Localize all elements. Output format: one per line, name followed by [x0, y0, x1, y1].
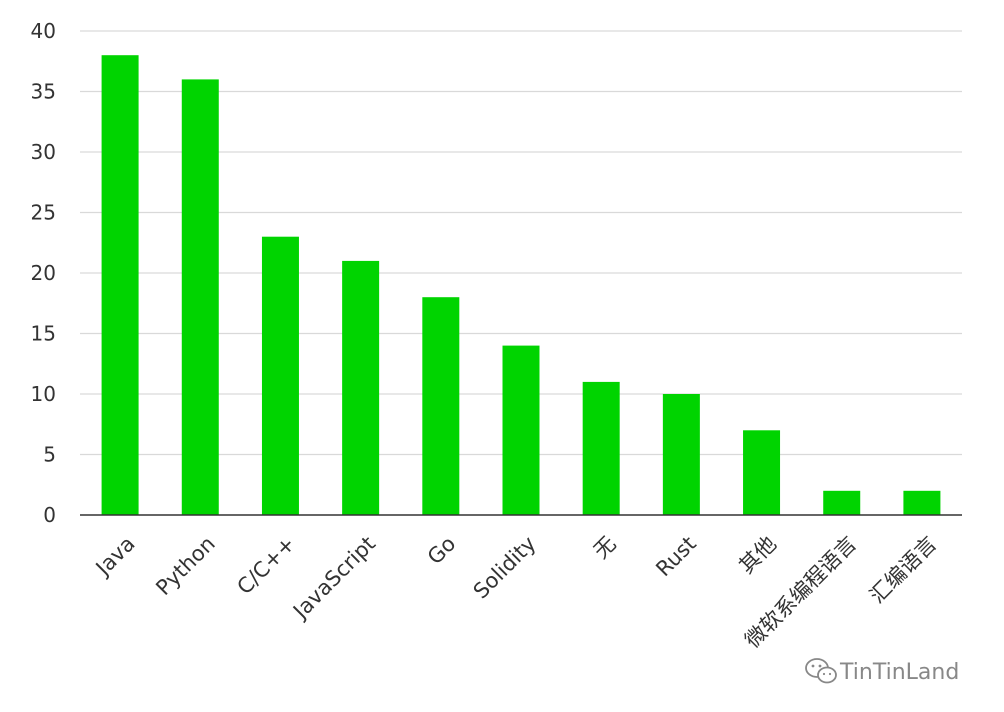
bar-5 [422, 297, 460, 515]
x-tick-label: 无 [589, 532, 621, 564]
y-tick-label: 40 [31, 19, 56, 43]
x-tick-label: Solidity [469, 532, 541, 604]
x-tick-label: Go [423, 532, 461, 570]
x-axis-labels: Java Python C/C++JavaScript Go Solidity 无 Rust… [90, 532, 942, 653]
y-tick-label: 10 [31, 382, 56, 406]
watermark-text: TinTinLand [839, 660, 959, 685]
watermark: TinTinLand [805, 658, 959, 685]
bar-7 [582, 381, 620, 515]
y-tick-label: 25 [31, 201, 56, 225]
y-tick-label: 0 [43, 503, 56, 527]
bar-2 [181, 79, 219, 516]
x-tick-label: C/C++ [232, 532, 300, 600]
y-tick-label: 30 [31, 140, 56, 164]
x-tick-label: JavaScript [287, 532, 380, 625]
bar-11 [903, 490, 941, 515]
bar-6 [502, 345, 540, 515]
y-tick-label: 35 [31, 80, 56, 104]
x-tick-label: Java [90, 532, 140, 582]
bar-10 [823, 490, 861, 515]
bar-8 [662, 394, 700, 515]
y-axis-ticks: 0 5 10 15 20 25 30 35 40 [31, 19, 56, 527]
x-tick-label: Rust [651, 532, 701, 582]
bar-4 [342, 260, 380, 515]
x-tick-label: 其他 [734, 532, 781, 579]
y-tick-label: 15 [31, 322, 56, 346]
wechat-icon [805, 658, 837, 684]
bar-3 [261, 236, 299, 515]
bar-9 [743, 430, 781, 515]
x-tick-label: 汇编语言 [865, 532, 941, 608]
bars [101, 55, 941, 516]
gridlines [80, 30, 962, 456]
x-tick-label: Python [151, 532, 219, 600]
y-tick-label: 5 [43, 443, 56, 467]
bar-1 [101, 55, 139, 515]
y-tick-label: 20 [31, 261, 56, 285]
